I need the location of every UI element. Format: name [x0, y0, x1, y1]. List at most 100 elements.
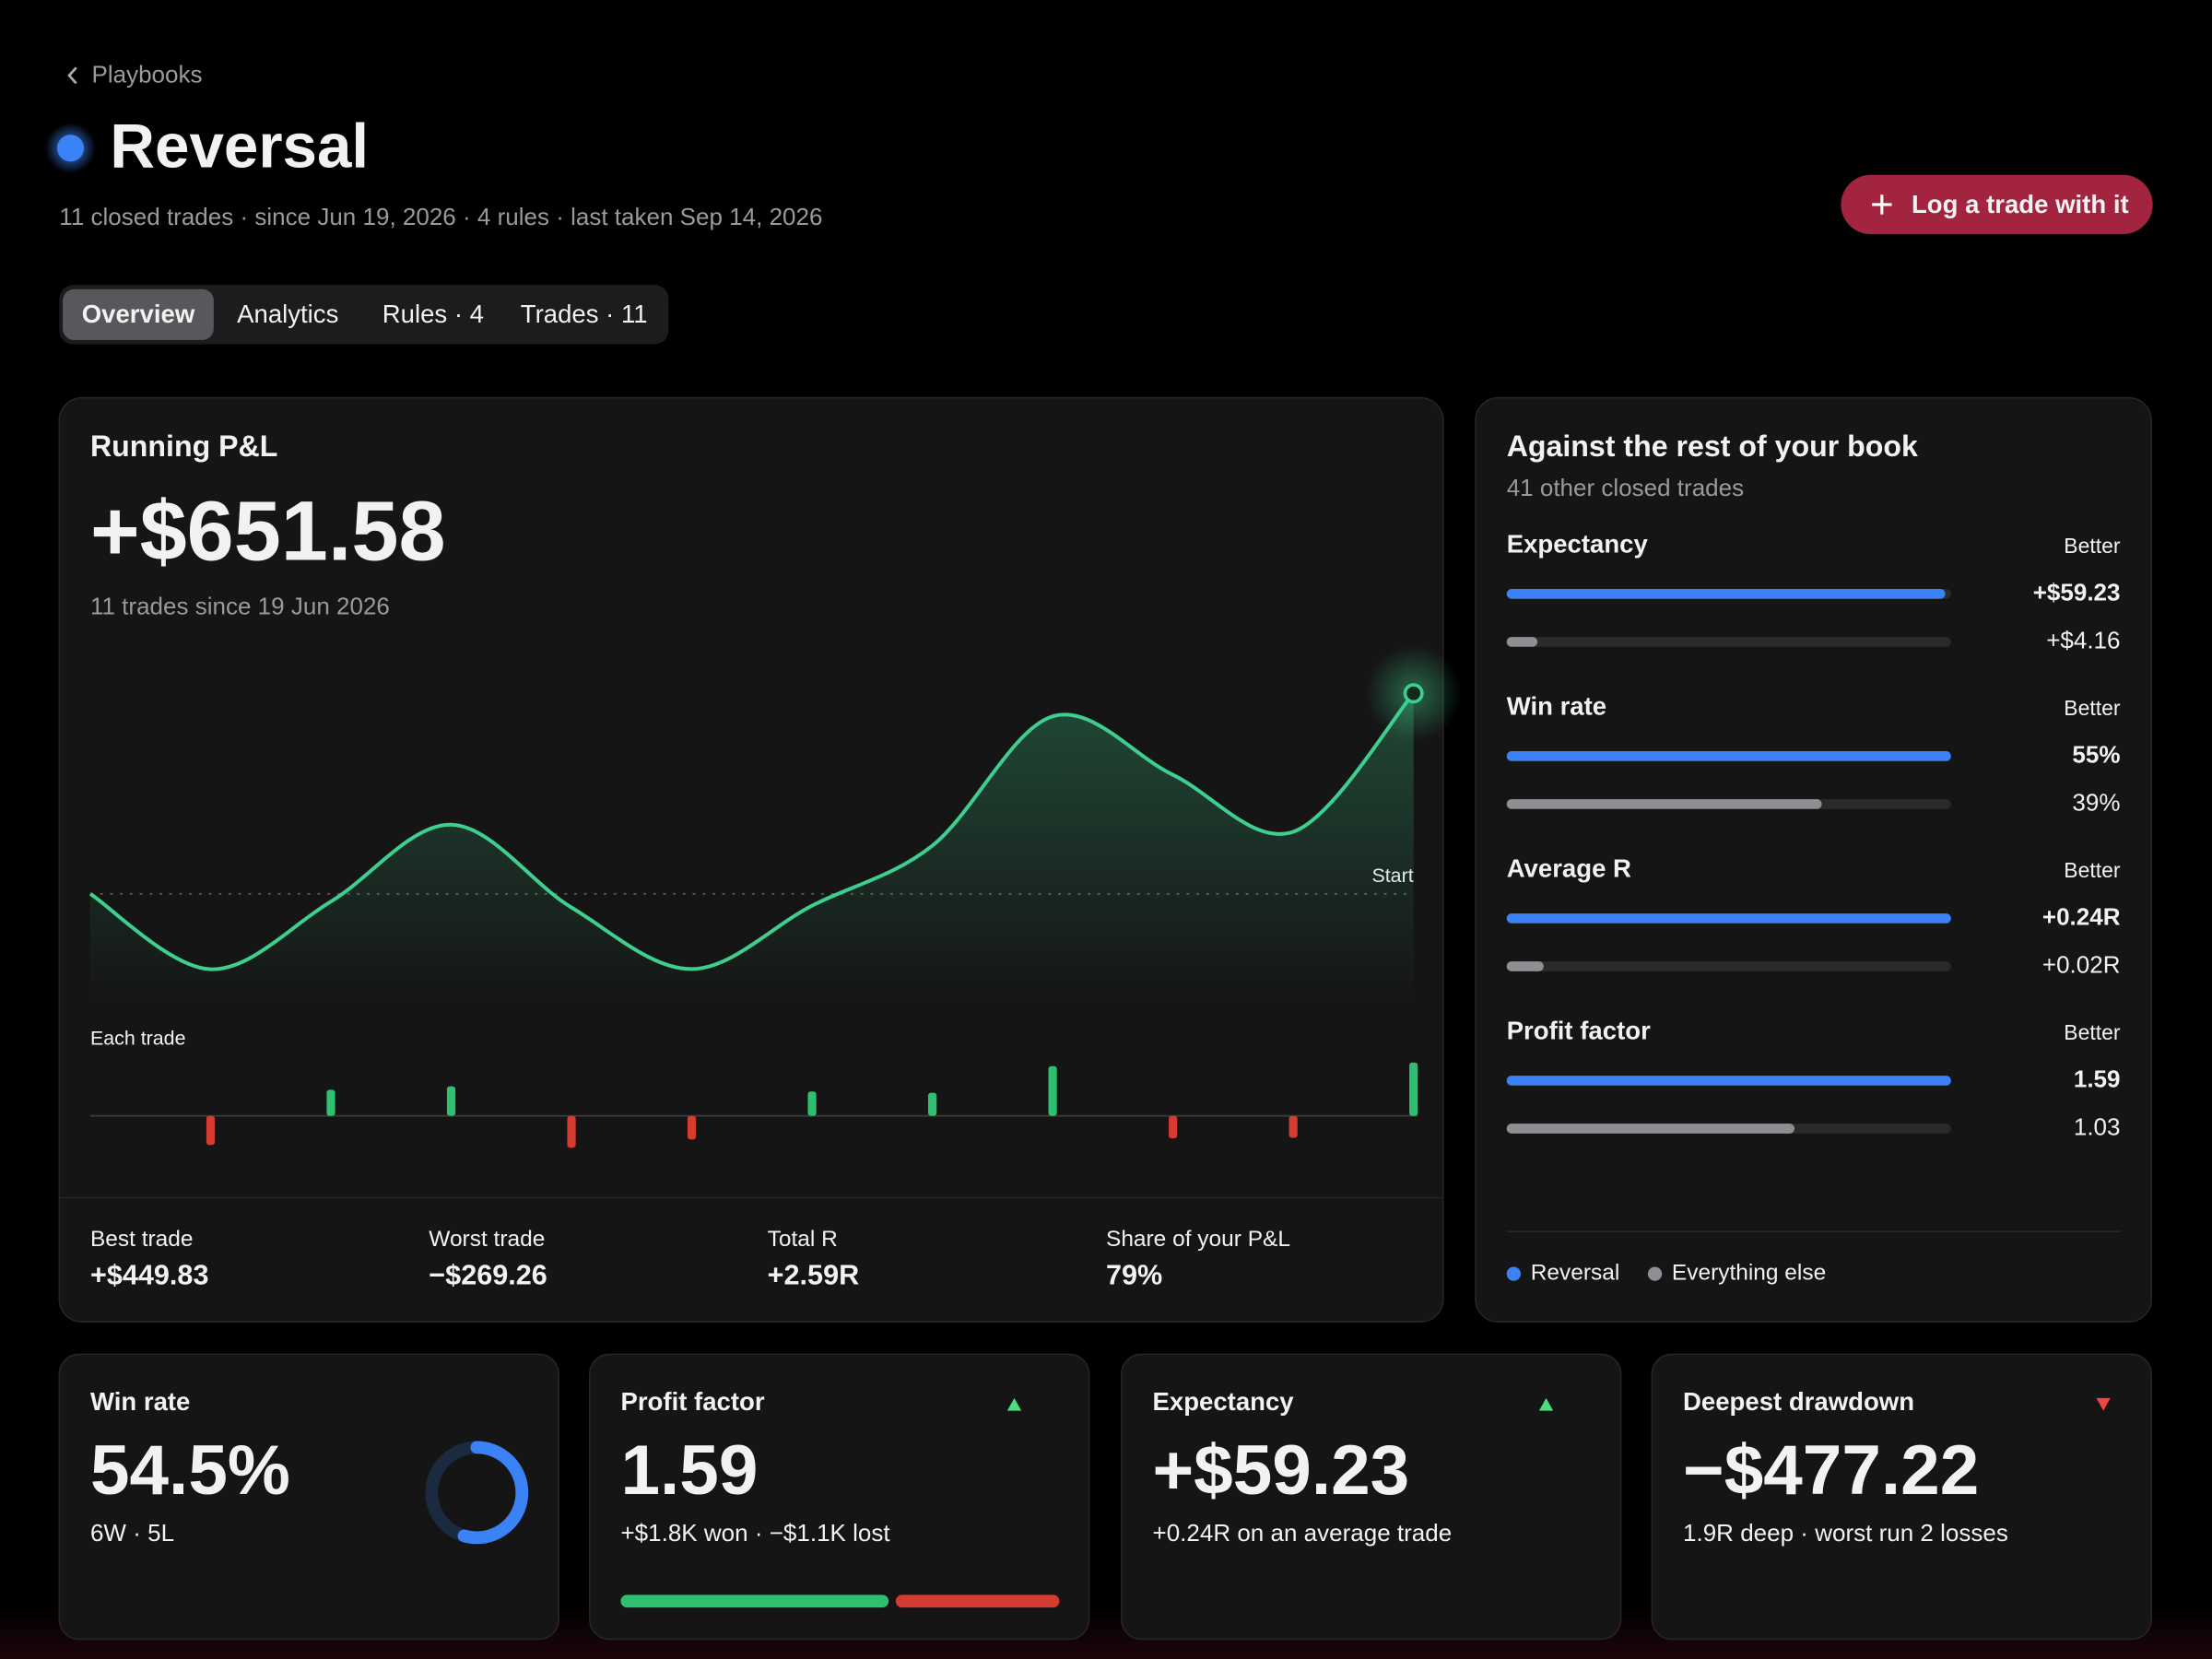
- metric-verdict: Better: [2064, 858, 2121, 882]
- stat-label: Total R: [768, 1227, 838, 1252]
- tab[interactable]: Trades · 11: [521, 300, 648, 328]
- line: [88, 691, 1416, 971]
- log-trade-button[interactable]: Log a trade with it: [1841, 174, 2153, 235]
- metric-verdict: Better: [2064, 534, 2121, 558]
- bar-value: +$4.16: [2046, 626, 2120, 653]
- trade-bar: [446, 1086, 456, 1116]
- pnl-subtitle: 11 trades since 19 Jun 2026: [90, 593, 390, 620]
- button-bg[interactable]: [1841, 174, 2153, 235]
- title-dot: [56, 135, 85, 162]
- tab[interactable]: Rules · 4: [382, 300, 484, 328]
- kpi-sub: +0.24R on an average trade: [1153, 1519, 1453, 1547]
- trade-bar: [326, 1089, 335, 1116]
- back-chevron: [67, 66, 77, 85]
- kpi-title: Win rate: [90, 1387, 190, 1416]
- comparison-bar: [1506, 1076, 1951, 1086]
- trade-bar: [807, 1091, 817, 1116]
- kpi-card: [1121, 1353, 1622, 1641]
- page-title: Reversal: [110, 112, 369, 182]
- kpi-card: [1651, 1353, 2152, 1641]
- kpi-value: −$477.22: [1683, 1431, 1979, 1510]
- legend-label: Everything else: [1672, 1261, 1826, 1286]
- metric-name: Win rate: [1507, 692, 1606, 721]
- kpi-title: Profit factor: [620, 1387, 764, 1416]
- trades-label: Each trade: [90, 1028, 186, 1050]
- bar-track: [1506, 961, 1951, 971]
- split-bar: [620, 1594, 889, 1608]
- bar-track: [1506, 637, 1951, 647]
- stat-label: Worst trade: [429, 1227, 545, 1252]
- kpi-sub: +$1.8K won · −$1.1K lost: [620, 1519, 890, 1547]
- kpi-card: [58, 1353, 559, 1641]
- trade-bar: [206, 1115, 216, 1146]
- trade-bar: [1409, 1062, 1418, 1116]
- bar-value: 39%: [2072, 788, 2120, 816]
- kpi-title: Expectancy: [1153, 1387, 1295, 1416]
- legend-label: Reversal: [1531, 1261, 1620, 1286]
- comparison-bar: [1506, 799, 1822, 809]
- metric-name: Average R: [1507, 854, 1631, 883]
- bar-value: 1.03: [2074, 1112, 2121, 1140]
- tab[interactable]: Analytics: [237, 300, 338, 328]
- stat-value: +$449.83: [90, 1259, 209, 1290]
- kpi-sub: 1.9R deep · worst run 2 losses: [1683, 1519, 2008, 1547]
- trade-bar: [687, 1115, 697, 1140]
- donut-arc: [425, 1441, 529, 1545]
- kpi-title: Deepest drawdown: [1683, 1387, 1914, 1416]
- tab-active-bg[interactable]: [63, 288, 214, 340]
- kpi-value: 1.59: [620, 1431, 758, 1510]
- pnl-total: +$651.58: [90, 484, 446, 578]
- kpi-card: [589, 1353, 1090, 1641]
- stat-label: Best trade: [90, 1227, 194, 1252]
- trade-bar: [1048, 1065, 1057, 1116]
- back-link[interactable]: Playbooks: [67, 61, 203, 88]
- kpi-value: +$59.23: [1153, 1431, 1410, 1510]
- button-label[interactable]: Log a trade with it: [1912, 190, 2129, 218]
- kpi-value: 54.5%: [90, 1431, 290, 1510]
- kpi-sub: 6W · 5L: [90, 1519, 174, 1547]
- split-bar: [895, 1594, 1060, 1608]
- trend-up: [1006, 1397, 1022, 1411]
- trade-bar: [567, 1115, 576, 1148]
- stat-label: Share of your P&L: [1106, 1227, 1290, 1252]
- trend-up: [1538, 1397, 1554, 1411]
- comparison-bar: [1506, 637, 1538, 647]
- bar-value: 55%: [2072, 740, 2120, 768]
- stat-value: 79%: [1106, 1259, 1162, 1290]
- metric-name: Expectancy: [1507, 530, 1649, 559]
- endpoint: [1403, 683, 1424, 704]
- trade-bar: [1169, 1115, 1178, 1139]
- comparison-bar: [1506, 1124, 1795, 1134]
- panel-title: Running P&L: [90, 429, 277, 463]
- page-meta: 11 closed trades · since Jun 19, 2026 · …: [59, 203, 822, 230]
- legend-swatch: [1506, 1266, 1521, 1281]
- comparison-bar: [1506, 913, 1951, 924]
- metric-verdict: Better: [2064, 1020, 2121, 1044]
- legend-swatch: [1647, 1266, 1663, 1281]
- comparison-bar: [1506, 589, 1946, 599]
- trade-bar: [1288, 1115, 1298, 1138]
- line-area: [89, 693, 1414, 1002]
- tab[interactable]: Overview: [82, 300, 195, 328]
- back-label[interactable]: Playbooks: [91, 61, 202, 88]
- metric-name: Profit factor: [1507, 1017, 1651, 1045]
- metric-verdict: Better: [2064, 696, 2121, 720]
- comparison-bar: [1506, 751, 1951, 761]
- trade-bar: [928, 1092, 937, 1116]
- stat-value: −$269.26: [429, 1259, 547, 1290]
- plus-icon: [1872, 194, 1892, 215]
- stat-value: +2.59R: [768, 1259, 860, 1290]
- bar-value: 1.59: [2074, 1065, 2121, 1092]
- panel-title: Against the rest of your book: [1507, 429, 1918, 463]
- bar-value: +0.02R: [2042, 950, 2121, 978]
- panel-subtitle: 41 other closed trades: [1507, 474, 1744, 501]
- comparison-bar: [1506, 961, 1544, 971]
- bar-value: +$59.23: [2033, 578, 2121, 606]
- comparison-panel: [1475, 396, 2152, 1323]
- pnl-panel: [58, 396, 1444, 1323]
- bar-value: +0.24R: [2042, 902, 2121, 930]
- trend-down: [2096, 1397, 2111, 1411]
